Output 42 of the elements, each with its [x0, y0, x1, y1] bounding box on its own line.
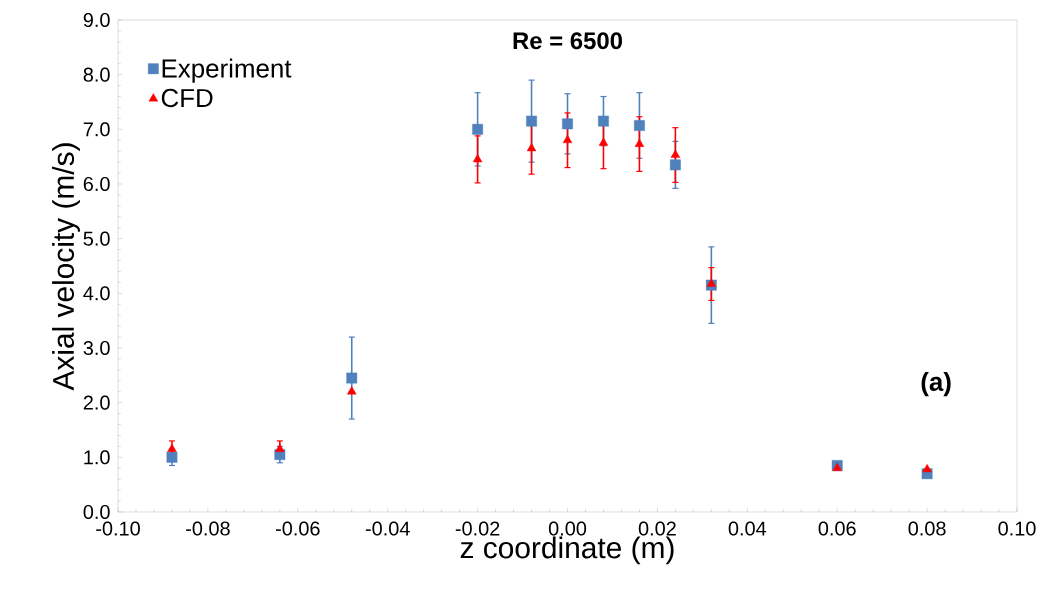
y-tick-label: 2.0	[83, 395, 110, 410]
point	[634, 138, 645, 147]
y-tick-label: 6.0	[83, 176, 110, 192]
point	[598, 115, 609, 127]
x-tick-label: 0.10	[998, 521, 1036, 536]
y-tick-label: 7.0	[83, 122, 110, 137]
chart-title: Re = 6500	[513, 32, 622, 50]
point	[562, 134, 573, 144]
point	[526, 115, 537, 127]
y-tick-label: 9.0	[83, 12, 110, 28]
x-tick-label: -0.04	[365, 521, 410, 536]
y-axis-title: Axial velocity (m/s)	[52, 143, 80, 391]
annotation: (a)	[921, 372, 951, 397]
point	[670, 149, 681, 158]
point	[634, 120, 645, 131]
x-tick-label: 0.08	[908, 521, 946, 536]
x-tick-label: 0.00	[548, 521, 587, 536]
x-tick-label: 0.04	[728, 521, 767, 536]
x-tick-label: -0.06	[275, 521, 320, 536]
x-tick-label: -0.08	[186, 521, 230, 536]
legend-label: CFD	[161, 88, 213, 108]
point	[472, 154, 483, 163]
x-tick-label: 0.02	[638, 521, 676, 536]
point	[670, 159, 681, 171]
y-tick-label: 5.0	[83, 231, 110, 246]
x-tick-label: 0.06	[818, 521, 856, 536]
x-axis-title: z coordinate (m)	[460, 536, 674, 565]
point	[706, 278, 717, 287]
y-tick-label: 4.0	[83, 286, 110, 301]
point	[346, 372, 358, 384]
y-tick-label: 0.0	[83, 504, 110, 520]
point	[922, 463, 932, 473]
y-tick-label: 1.0	[84, 450, 110, 465]
y-tick-label: 8.0	[83, 67, 110, 82]
x-tick-label: -0.02	[455, 521, 500, 536]
y-tick-label: 3.0	[83, 340, 110, 356]
point	[562, 118, 573, 130]
point	[526, 143, 537, 152]
x-tick-label: -0.10	[96, 521, 140, 536]
point	[347, 386, 357, 395]
legend-label: Experiment	[162, 58, 292, 83]
point	[275, 443, 285, 452]
